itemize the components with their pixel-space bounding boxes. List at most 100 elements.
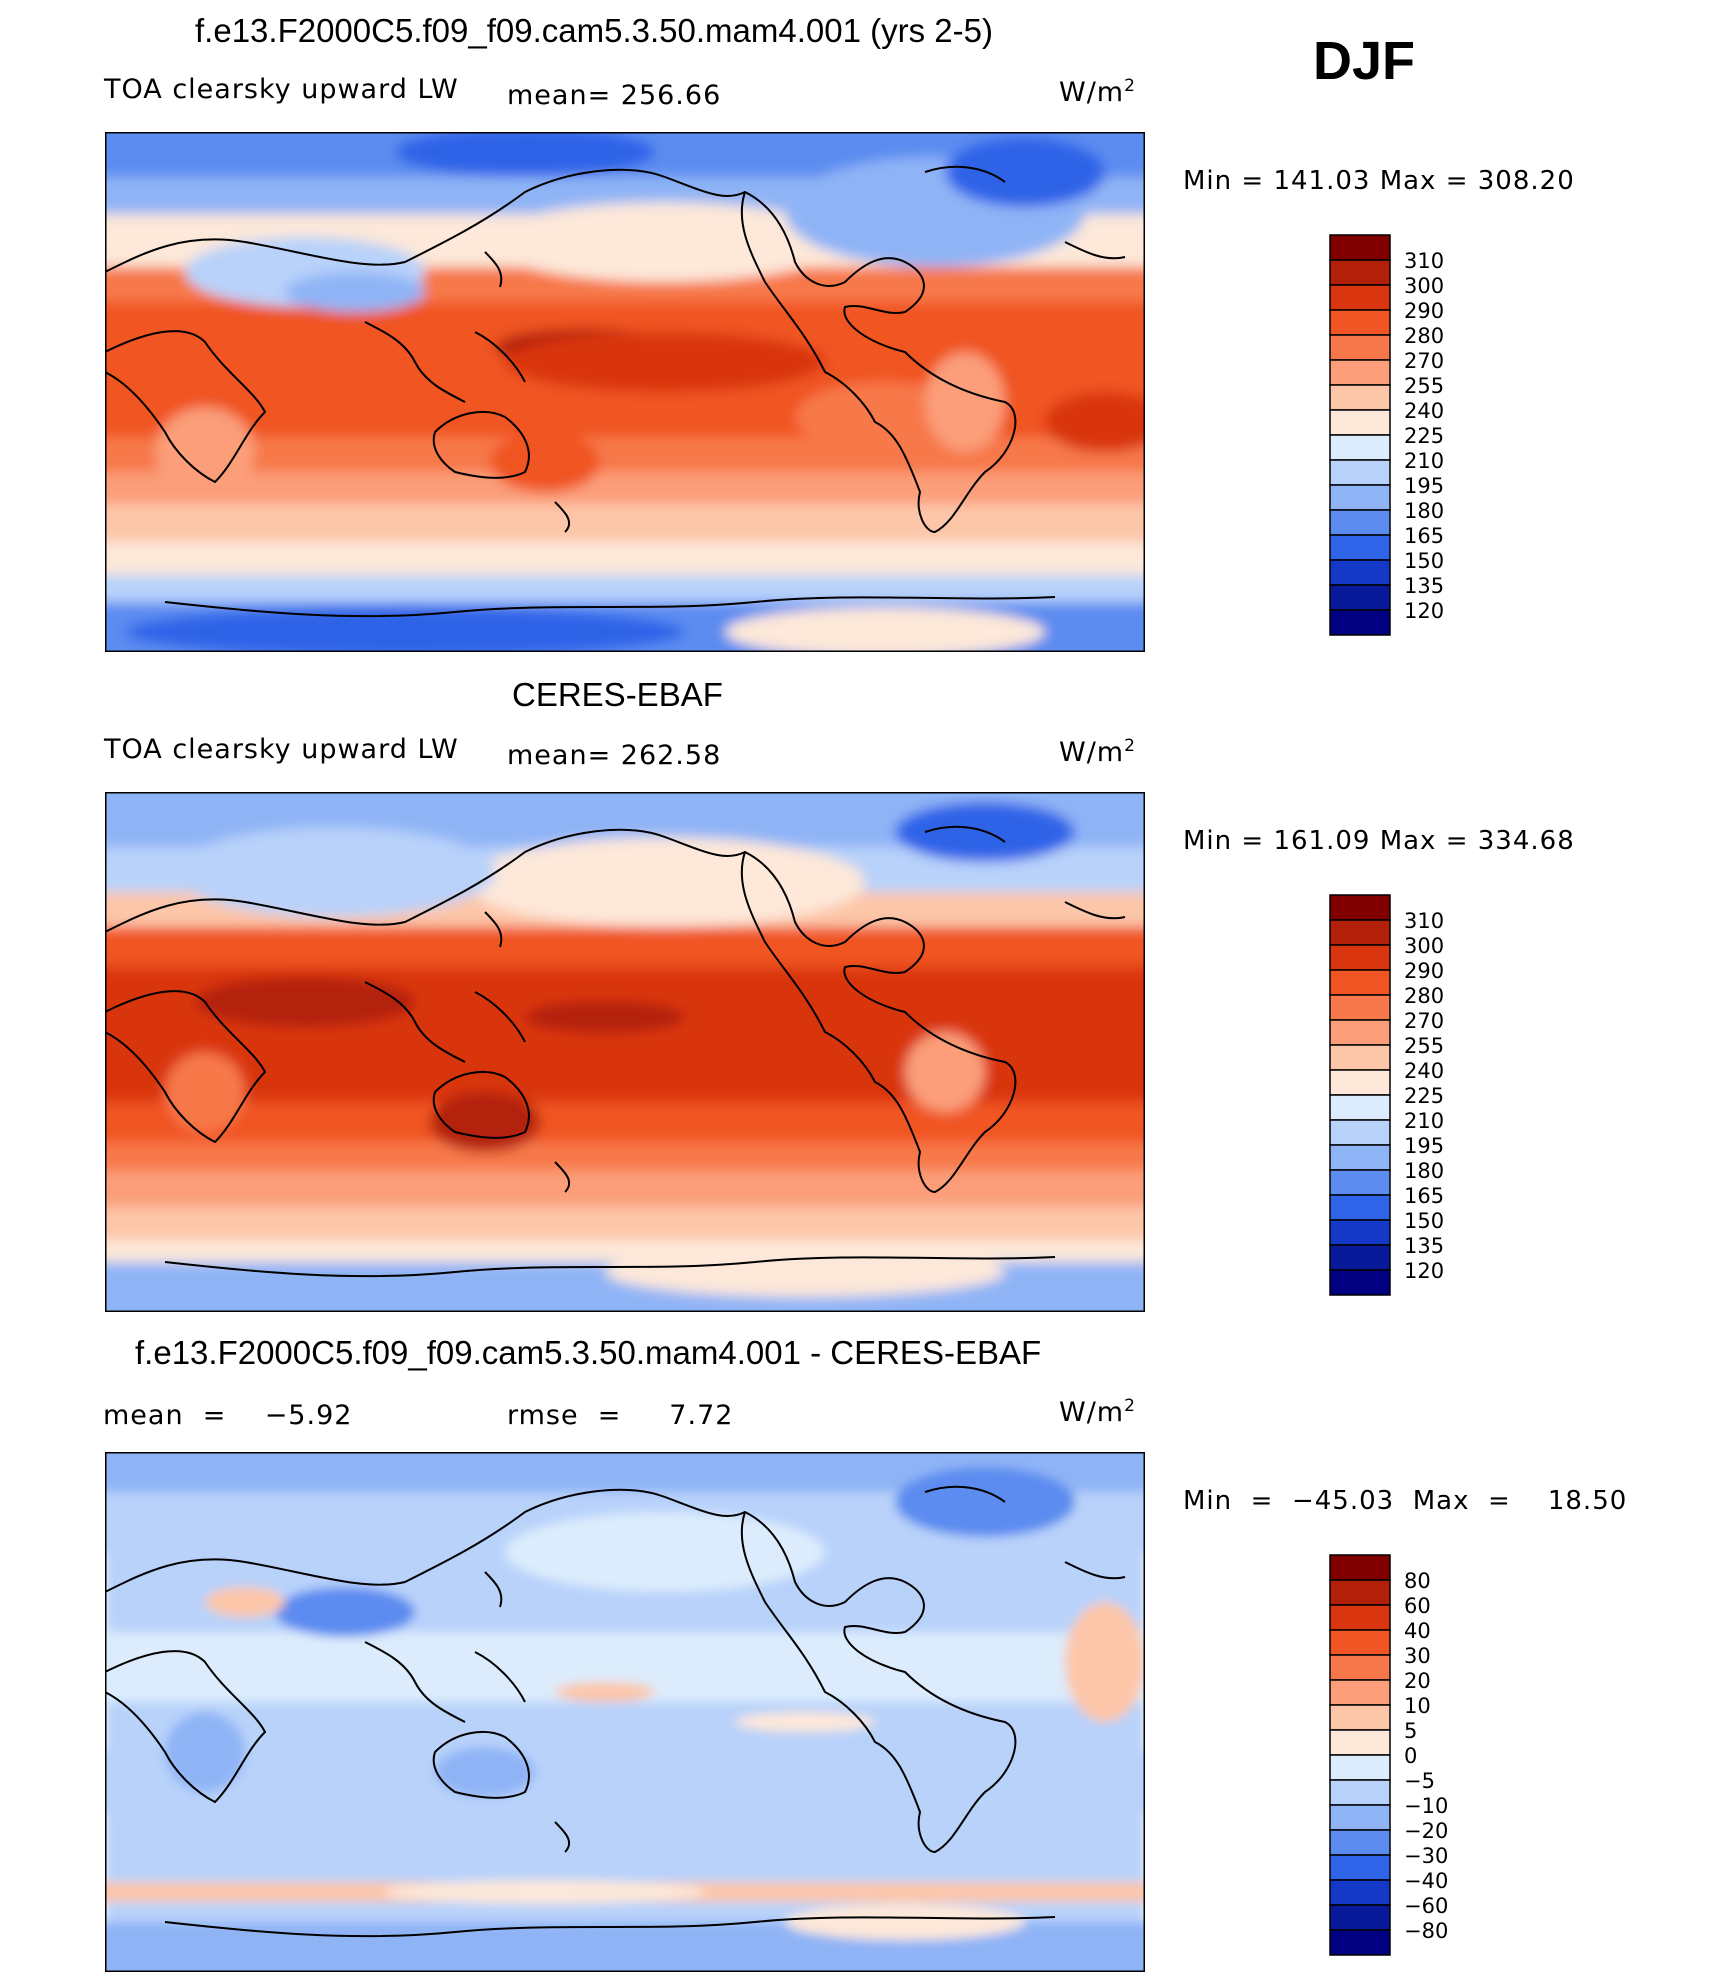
colorbar-swatch bbox=[1329, 309, 1391, 336]
colorbar-tick-label: 180 bbox=[1404, 1159, 1444, 1183]
colorbar-tick-label: 195 bbox=[1404, 474, 1444, 498]
colorbar-tick-label: 280 bbox=[1404, 324, 1444, 348]
colorbar-swatch bbox=[1329, 509, 1391, 536]
colorbar-swatch bbox=[1329, 534, 1391, 561]
panel-1-units-label: W/m2 bbox=[1059, 76, 1136, 108]
colorbar-swatch bbox=[1329, 1554, 1391, 1581]
colorbar-tick-label: −40 bbox=[1404, 1869, 1448, 1893]
panel-2-mean-label: mean= 262.58 bbox=[507, 740, 722, 771]
panel-2-map bbox=[105, 792, 1145, 1312]
colorbar-swatch bbox=[1329, 459, 1391, 486]
panel-2-colorbar-swatches bbox=[1329, 894, 1391, 1296]
panel-1-map bbox=[105, 132, 1145, 652]
colorbar-swatch bbox=[1329, 434, 1391, 461]
panel-2-minmax-label: Min = 161.09 Max = 334.68 bbox=[1183, 826, 1575, 856]
colorbar-tick-label: 10 bbox=[1404, 1694, 1431, 1718]
colorbar-swatch bbox=[1329, 259, 1391, 286]
colorbar-tick-label: 310 bbox=[1404, 909, 1444, 933]
colorbar-tick-label: −30 bbox=[1404, 1844, 1448, 1868]
panel-1-colorbar-swatches bbox=[1329, 234, 1391, 636]
panel-3-map bbox=[105, 1452, 1145, 1972]
colorbar-swatch bbox=[1329, 1879, 1391, 1906]
colorbar-tick-label: −60 bbox=[1404, 1894, 1448, 1918]
colorbar-tick-label: 255 bbox=[1404, 1034, 1444, 1058]
colorbar-tick-label: 240 bbox=[1404, 399, 1444, 423]
panel-1-title: f.e13.F2000C5.f09_f09.cam5.3.50.mam4.001… bbox=[195, 12, 993, 49]
colorbar-tick-label: 180 bbox=[1404, 499, 1444, 523]
colorbar-tick-label: 80 bbox=[1404, 1569, 1431, 1593]
colorbar-tick-label: 135 bbox=[1404, 1234, 1444, 1258]
colorbar-swatch bbox=[1329, 409, 1391, 436]
colorbar-swatch bbox=[1329, 1729, 1391, 1756]
colorbar-tick-label: 20 bbox=[1404, 1669, 1431, 1693]
colorbar-tick-label: 120 bbox=[1404, 599, 1444, 623]
panel-2-variable-label: TOA clearsky upward LW bbox=[104, 734, 459, 765]
colorbar-tick-label: 310 bbox=[1404, 249, 1444, 273]
colorbar-tick-label: 5 bbox=[1404, 1719, 1417, 1743]
colorbar-swatch bbox=[1329, 1269, 1391, 1296]
colorbar-swatch bbox=[1329, 1244, 1391, 1271]
colorbar-tick-label: 225 bbox=[1404, 424, 1444, 448]
colorbar-swatch bbox=[1329, 1779, 1391, 1806]
colorbar-tick-label: 165 bbox=[1404, 524, 1444, 548]
colorbar-swatch bbox=[1329, 284, 1391, 311]
colorbar-tick-label: 280 bbox=[1404, 984, 1444, 1008]
colorbar-tick-label: 150 bbox=[1404, 549, 1444, 573]
colorbar-swatch bbox=[1329, 1754, 1391, 1781]
season-label: DJF bbox=[1313, 31, 1416, 91]
panel-1-mean-label: mean= 256.66 bbox=[507, 80, 722, 111]
colorbar-tick-label: 30 bbox=[1404, 1644, 1431, 1668]
colorbar-tick-label: 210 bbox=[1404, 449, 1444, 473]
panel-3-colorbar-swatches bbox=[1329, 1554, 1391, 1956]
panel-3-mean-label: mean = −5.92 bbox=[103, 1400, 353, 1431]
colorbar-tick-label: −5 bbox=[1404, 1769, 1435, 1793]
colorbar-swatch bbox=[1329, 1704, 1391, 1731]
colorbar-tick-label: 255 bbox=[1404, 374, 1444, 398]
colorbar-swatch bbox=[1329, 1019, 1391, 1046]
colorbar-tick-label: 60 bbox=[1404, 1594, 1431, 1618]
colorbar-tick-label: 290 bbox=[1404, 299, 1444, 323]
colorbar-swatch bbox=[1329, 484, 1391, 511]
colorbar-swatch bbox=[1329, 609, 1391, 636]
colorbar-swatch bbox=[1329, 1804, 1391, 1831]
panel-2-colorbar-labels: 3103002902802702552402252101951801651501… bbox=[1404, 909, 1444, 1283]
panel-2-title: CERES-EBAF bbox=[512, 676, 723, 713]
colorbar-swatch bbox=[1329, 1144, 1391, 1171]
colorbar-swatch bbox=[1329, 1169, 1391, 1196]
panel-3-minmax-label: Min = −45.03 Max = 18.50 bbox=[1183, 1486, 1628, 1516]
panel-2-colorbar: 3103002902802702552402252101951801651501… bbox=[1329, 894, 1444, 1296]
colorbar-tick-label: 225 bbox=[1404, 1084, 1444, 1108]
colorbar-swatch bbox=[1329, 919, 1391, 946]
colorbar-tick-label: 300 bbox=[1404, 934, 1444, 958]
colorbar-tick-label: −10 bbox=[1404, 1794, 1448, 1818]
colorbar-swatch bbox=[1329, 1069, 1391, 1096]
colorbar-tick-label: 290 bbox=[1404, 959, 1444, 983]
colorbar-tick-label: 300 bbox=[1404, 274, 1444, 298]
colorbar-tick-label: 270 bbox=[1404, 1009, 1444, 1033]
colorbar-swatch bbox=[1329, 1904, 1391, 1931]
colorbar-swatch bbox=[1329, 1094, 1391, 1121]
colorbar-tick-label: 270 bbox=[1404, 349, 1444, 373]
colorbar-swatch bbox=[1329, 1679, 1391, 1706]
colorbar-swatch bbox=[1329, 969, 1391, 996]
panel-1-minmax-label: Min = 141.03 Max = 308.20 bbox=[1183, 166, 1575, 196]
colorbar-swatch bbox=[1329, 359, 1391, 386]
colorbar-swatch bbox=[1329, 584, 1391, 611]
colorbar-swatch bbox=[1329, 1119, 1391, 1146]
panel-3-units-label: W/m2 bbox=[1059, 1396, 1136, 1428]
colorbar-tick-label: 210 bbox=[1404, 1109, 1444, 1133]
colorbar-tick-label: −80 bbox=[1404, 1919, 1448, 1943]
panel-3-title: f.e13.F2000C5.f09_f09.cam5.3.50.mam4.001… bbox=[135, 1334, 1042, 1371]
colorbar-swatch bbox=[1329, 994, 1391, 1021]
colorbar-tick-label: 165 bbox=[1404, 1184, 1444, 1208]
colorbar-swatch bbox=[1329, 234, 1391, 261]
colorbar-swatch bbox=[1329, 1044, 1391, 1071]
colorbar-tick-label: 40 bbox=[1404, 1619, 1431, 1643]
colorbar-tick-label: 0 bbox=[1404, 1744, 1417, 1768]
colorbar-swatch bbox=[1329, 1854, 1391, 1881]
colorbar-swatch bbox=[1329, 1194, 1391, 1221]
colorbar-swatch bbox=[1329, 1579, 1391, 1606]
